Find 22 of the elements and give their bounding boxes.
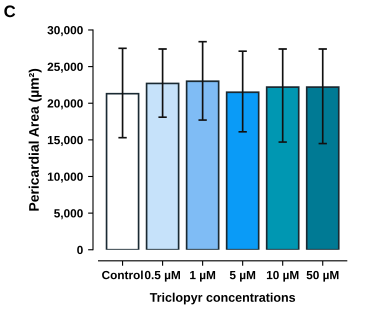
bar (306, 86, 340, 250)
bar (186, 80, 220, 250)
chart-title: C (4, 5, 16, 18)
bar (106, 92, 140, 250)
y-tick-label: 15,000 (48, 136, 83, 146)
bar (266, 86, 300, 250)
bar (146, 82, 180, 250)
x-tick-label: Control (102, 270, 143, 280)
x-tick-label: 5 µM (230, 271, 256, 282)
y-tick-label: 20,000 (48, 99, 83, 110)
y-tick-label: 5,000 (54, 209, 83, 220)
y-tick-label: 0 (77, 246, 83, 254)
y-axis-title: Pericardial Area (µm²) (28, 68, 42, 211)
bar (226, 91, 260, 250)
x-tick-label: 50 µM (306, 270, 338, 282)
y-tick-label: 10,000 (48, 172, 83, 183)
x-axis-title: Triclopyr concentrations (150, 292, 296, 304)
y-tick-label: 30,000 (47, 26, 83, 36)
x-tick-label: 0.5 µM (144, 270, 180, 282)
x-tick-label: 10 µM (266, 270, 298, 282)
y-tick-label: 25,000 (48, 62, 83, 73)
x-tick-label: 1 µM (190, 271, 216, 282)
